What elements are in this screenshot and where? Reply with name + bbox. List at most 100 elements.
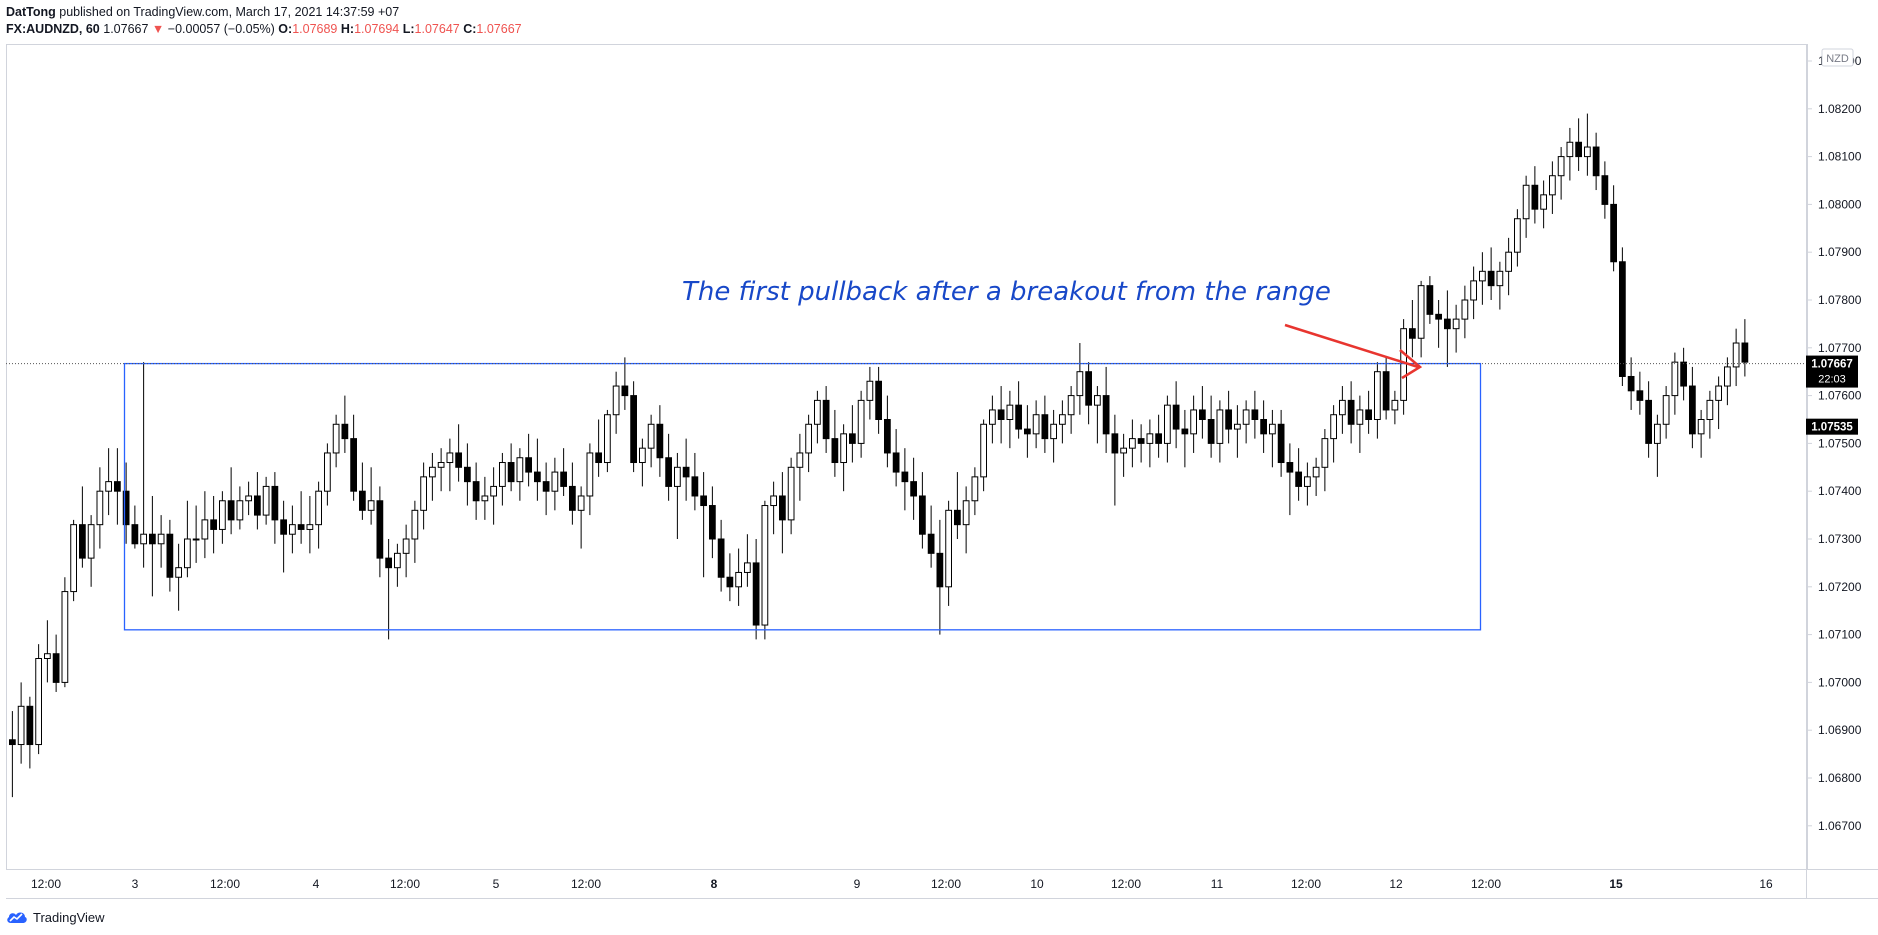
candle-body xyxy=(1654,423,1661,444)
publisher-name[interactable]: DatTong xyxy=(6,5,56,19)
candle-body xyxy=(1645,399,1652,444)
candle-body xyxy=(1260,419,1267,435)
time-tick-label: 12:00 xyxy=(31,877,61,891)
candle-body xyxy=(1129,438,1136,449)
price-tick-label: 1.07000 xyxy=(1818,675,1862,689)
candle-body xyxy=(1601,175,1609,205)
currency-badge[interactable]: NZD xyxy=(1821,48,1854,67)
candle-body xyxy=(385,557,392,569)
time-tick-label: 12:00 xyxy=(210,877,240,891)
candle-body xyxy=(980,423,987,478)
candle-body xyxy=(875,380,882,421)
candle-body xyxy=(1120,447,1127,454)
candle-body xyxy=(1181,428,1189,435)
time-tick-label: 3 xyxy=(132,877,139,891)
candle-body xyxy=(1724,366,1731,387)
candle-body xyxy=(219,500,226,530)
open-value: 1.07689 xyxy=(292,22,338,36)
candle-body xyxy=(840,433,847,464)
last-price-tag xyxy=(1806,355,1858,388)
price-tags: 1.07667 22:03 1.07535 xyxy=(1806,355,1858,435)
candle-body xyxy=(884,419,891,454)
symbol-label[interactable]: FX:AUDNZD, 60 xyxy=(6,22,100,36)
candle-body xyxy=(1444,318,1451,330)
ohlc-legend: FX:AUDNZD, 60 1.07667 ▼ −0.00057 (−0.05%… xyxy=(6,21,522,38)
candle-body xyxy=(166,533,174,578)
candle-body xyxy=(254,495,261,516)
candle-body xyxy=(402,538,410,554)
candle-body xyxy=(464,466,471,483)
annotation-text[interactable]: The first pullback after a breakout from… xyxy=(682,277,1331,307)
candle-body xyxy=(35,658,42,746)
candle-body xyxy=(814,399,821,425)
time-tick-label: 9 xyxy=(854,877,861,891)
candle-body xyxy=(717,538,725,578)
candle-body xyxy=(1172,404,1180,430)
price-axis[interactable]: 1.083001.082001.081001.080001.079001.078… xyxy=(1807,54,1862,833)
candle-body xyxy=(271,485,279,521)
candle-body xyxy=(630,395,637,464)
low-label: L: xyxy=(402,22,415,36)
candle-body xyxy=(1426,285,1434,315)
candle-body xyxy=(866,380,874,401)
candle-body xyxy=(9,739,16,746)
candles-group xyxy=(9,113,1749,798)
time-tick-label: 12:00 xyxy=(1471,877,1501,891)
candle-body xyxy=(1435,313,1442,320)
candle-body xyxy=(1356,409,1364,425)
time-axis[interactable]: 12:00 3 12:00 4 12:00 5 12:00 8 9 12:00 10 12:00 11 1… xyxy=(31,877,1773,891)
candle-body xyxy=(656,423,664,459)
candle-body xyxy=(1505,251,1512,272)
candle-body xyxy=(1479,270,1486,282)
candle-body xyxy=(1715,385,1722,401)
candle-body xyxy=(595,452,602,464)
candle-body xyxy=(770,495,777,507)
annotation-arrow[interactable] xyxy=(1284,323,1423,380)
time-tick-label: 12:00 xyxy=(1291,877,1321,891)
candle-body xyxy=(709,505,716,540)
candle-body xyxy=(1391,399,1399,411)
candle-body xyxy=(901,471,909,483)
candle-body xyxy=(1269,423,1276,435)
time-tick-label: 4 xyxy=(313,877,320,891)
candle-body xyxy=(1067,395,1075,416)
price-tick-label: 1.07900 xyxy=(1818,245,1862,259)
candle-body xyxy=(542,481,550,492)
candle-body xyxy=(1374,371,1381,421)
candle-body xyxy=(1540,194,1547,210)
plot-border xyxy=(6,44,1808,870)
candle-body xyxy=(1680,361,1687,387)
candle-body xyxy=(1251,409,1259,421)
price-tick-label: 1.08100 xyxy=(1818,150,1862,164)
candle-body xyxy=(201,519,209,540)
candle-body xyxy=(796,452,804,468)
candle-body xyxy=(1041,414,1049,440)
time-tick-label: 5 xyxy=(493,877,500,891)
candle-body xyxy=(499,462,506,487)
candle-body xyxy=(1487,270,1495,287)
candle-body xyxy=(1321,438,1329,468)
candle-body xyxy=(735,571,742,588)
candle-body xyxy=(472,481,480,502)
candle-body xyxy=(1592,146,1600,177)
candle-body xyxy=(280,519,287,535)
candle-body xyxy=(1741,342,1749,363)
candle-body xyxy=(1234,423,1241,430)
time-tick-label: 12:00 xyxy=(931,877,961,891)
price-tick-label: 1.06700 xyxy=(1818,819,1862,833)
tradingview-logo[interactable]: TradingView xyxy=(6,907,105,927)
candle-body xyxy=(227,500,235,521)
candle-body xyxy=(1277,423,1285,464)
candle-body xyxy=(70,524,77,593)
candle-body xyxy=(184,538,191,569)
price-tick-label: 1.07300 xyxy=(1818,532,1862,546)
candle-body xyxy=(1662,395,1670,425)
candle-body xyxy=(962,500,970,526)
price-tick-label: 1.07800 xyxy=(1818,293,1862,307)
candle-body xyxy=(44,653,51,659)
candle-body xyxy=(324,452,331,492)
candle-body xyxy=(1514,218,1521,253)
range-box[interactable] xyxy=(123,362,1482,631)
candle-body xyxy=(1050,423,1057,440)
